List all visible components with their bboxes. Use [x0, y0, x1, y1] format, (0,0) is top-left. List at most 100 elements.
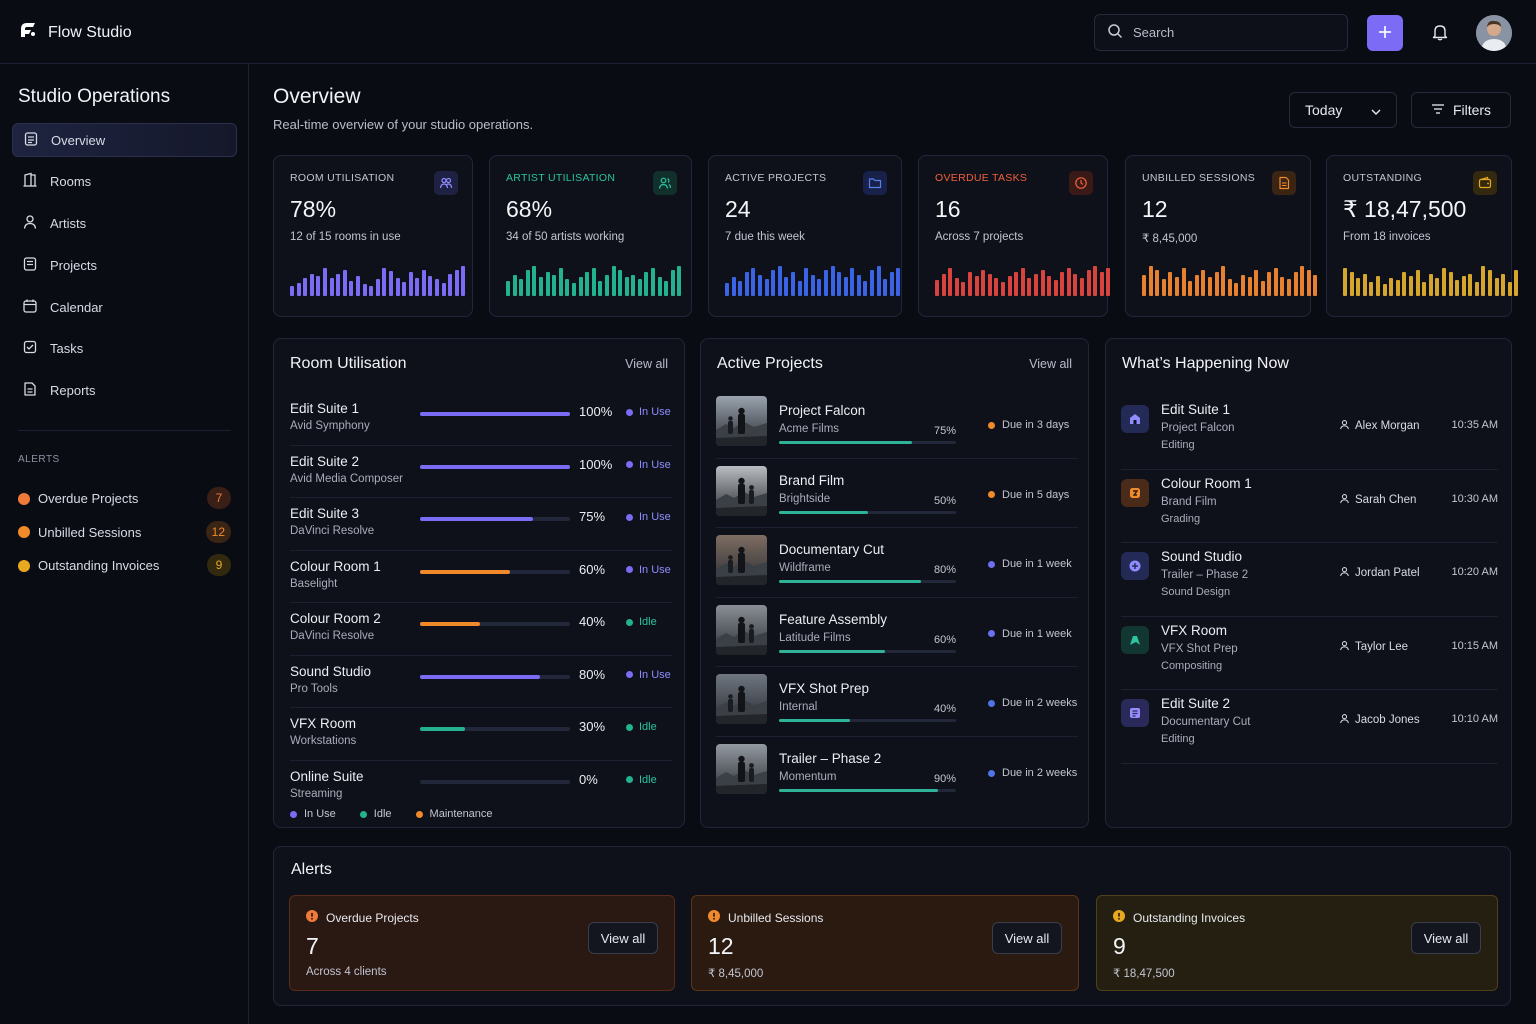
kpi-card-room-utilisation[interactable]: ROOM UTILISATION 78% 12 of 15 rooms in u…	[273, 155, 473, 317]
kpi-label: OVERDUE TASKS	[935, 172, 1028, 184]
person-icon	[1339, 419, 1350, 433]
sparkline-bar	[1267, 272, 1272, 296]
sidebar-item-label: Rooms	[50, 174, 92, 190]
kpi-label: ACTIVE PROJECTS	[725, 172, 827, 184]
activity-row[interactable]: Colour Room 1 Brand Film Grading Sarah C…	[1121, 470, 1498, 544]
project-row[interactable]: Brand Film Brightside 50% Due in 5 days	[716, 459, 1078, 529]
sidebar-item-projects[interactable]: Projects	[12, 248, 237, 282]
room-row[interactable]: Colour Room 1 Baselight 60% In Use	[290, 551, 672, 603]
sparkline-bar	[784, 277, 789, 296]
project-progress-fill	[779, 580, 921, 584]
room-row[interactable]: Edit Suite 2 Avid Media Composer 100% In…	[290, 446, 672, 498]
legend-dot-icon	[359, 810, 367, 818]
activity-person-name: Jordan Patel	[1355, 567, 1420, 580]
sidebar-item-reports[interactable]: Reports	[12, 374, 237, 408]
panel-title: What’s Happening Now	[1122, 355, 1289, 372]
project-row[interactable]: Documentary Cut Wildframe 80% Due in 1 w…	[716, 528, 1078, 598]
activity-person-name: Alex Morgan	[1355, 420, 1420, 432]
search-box[interactable]	[1094, 14, 1348, 51]
kpi-card-outstanding[interactable]: OUTSTANDING ₹ 18,47,500 From 18 invoices	[1326, 155, 1519, 317]
alert-card-subtext: ₹ 8,45,000	[708, 968, 764, 980]
room-status-label: Idle	[639, 616, 657, 628]
project-name: VFX Shot Prep	[779, 681, 870, 697]
user-avatar[interactable]	[1476, 15, 1512, 51]
activity-row[interactable]: Sound Studio Trailer – Phase 2 Sound Des…	[1121, 543, 1498, 617]
sparkline-bar	[1488, 270, 1493, 296]
kpi-subtext: 34 of 50 artists working	[506, 231, 625, 243]
activity-time: 10:10 AM	[1451, 713, 1498, 726]
date-range-select[interactable]: Today	[1289, 92, 1397, 128]
alert-view-all-button[interactable]: View all	[588, 922, 658, 954]
sparkline-bar	[657, 277, 662, 296]
kpi-sparkline	[935, 264, 1111, 296]
sidebar-item-rooms[interactable]: Rooms	[12, 165, 237, 199]
alert-label: Outstanding Invoices	[38, 558, 160, 574]
sparkline-bar	[1047, 276, 1052, 296]
sparkline-bar	[375, 279, 380, 296]
sidebar-alert-overdue-projects[interactable]: Overdue Projects 7	[18, 482, 233, 516]
kpi-card-artist-utilisation[interactable]: ARTIST UTILISATION 68% 34 of 50 artists …	[489, 155, 692, 317]
room-status: In Use	[626, 511, 671, 523]
sparkline-bar	[1369, 282, 1374, 296]
sparkline-bar	[1027, 278, 1032, 296]
sidebar-item-label: Tasks	[50, 341, 84, 357]
activity-row[interactable]: Edit Suite 2 Documentary Cut Editing Jac…	[1121, 690, 1498, 764]
search-icon	[1107, 23, 1123, 42]
project-row[interactable]: Project Falcon Acme Films 75% Due in 3 d…	[716, 389, 1078, 459]
kpi-label: ROOM UTILISATION	[290, 172, 395, 184]
project-row[interactable]: Feature Assembly Latitude Films 60% Due …	[716, 598, 1078, 668]
person-icon	[1339, 713, 1350, 727]
activity-time: 10:30 AM	[1451, 492, 1498, 505]
sparkline-bar	[1188, 281, 1193, 296]
sidebar-item-calendar[interactable]: Calendar	[12, 290, 237, 324]
project-progress-fill	[779, 441, 912, 444]
room-legend: In Use Idle Maintenance	[290, 808, 493, 820]
kpi-card-active-projects[interactable]: ACTIVE PROJECTS 24 7 due this week	[708, 155, 902, 317]
search-input[interactable]	[1133, 25, 1323, 40]
add-button[interactable]	[1367, 15, 1403, 51]
project-percent: 40%	[934, 703, 957, 716]
alert-view-all-button[interactable]: View all	[1411, 922, 1481, 954]
page-subtitle: Real-time overview of your studio operat…	[273, 117, 534, 132]
due-dot-icon	[988, 421, 995, 429]
sidebar-item-artists[interactable]: Artists	[12, 207, 237, 241]
projects-view-all-link[interactable]: View all	[1029, 357, 1072, 371]
notifications-button[interactable]	[1424, 17, 1456, 49]
kpi-sparkline	[506, 264, 682, 296]
sidebar-item-tasks[interactable]: Tasks	[12, 332, 237, 366]
room-row[interactable]: Edit Suite 1 Avid Symphony 100% In Use	[290, 393, 672, 446]
room-row[interactable]: Online Suite Streaming 0% Idle	[290, 761, 672, 814]
sidebar-alert-unbilled-sessions[interactable]: Unbilled Sessions 12	[18, 516, 233, 550]
alert-icon	[1113, 910, 1125, 925]
sparkline-bar	[1174, 277, 1179, 296]
activity-row[interactable]: Edit Suite 1 Project Falcon Editing Alex…	[1121, 396, 1498, 470]
room-row[interactable]: Edit Suite 3 DaVinci Resolve 75% In Use	[290, 498, 672, 551]
activity-row[interactable]: VFX Room VFX Shot Prep Compositing Taylo…	[1121, 617, 1498, 691]
alert-dot-icon	[18, 492, 30, 505]
person-icon	[1339, 566, 1350, 580]
sidebar-alert-outstanding-invoices[interactable]: Outstanding Invoices 9	[18, 549, 233, 583]
room-status-label: Idle	[639, 773, 657, 786]
project-row[interactable]: Trailer – Phase 2 Momentum 90% Due in 2 …	[716, 737, 1078, 807]
sidebar: Studio Operations Overview Rooms Artists…	[0, 64, 249, 1024]
sparkline-bar	[1514, 270, 1519, 296]
project-row[interactable]: VFX Shot Prep Internal 40% Due in 2 week…	[716, 667, 1078, 737]
room-row[interactable]: Sound Studio Pro Tools 80% In Use	[290, 656, 672, 708]
sparkline-bar	[448, 274, 453, 296]
brand[interactable]: Flow Studio	[18, 20, 132, 45]
filters-button[interactable]: Filters	[1411, 92, 1511, 128]
rooms-view-all-link[interactable]: View all	[625, 357, 668, 371]
alert-view-all-button[interactable]: View all	[992, 922, 1062, 954]
kpi-card-unbilled-sessions[interactable]: UNBILLED SESSIONS 12 ₹ 8,45,000	[1125, 155, 1318, 317]
room-software: Baselight	[290, 577, 338, 590]
sidebar-item-overview[interactable]: Overview	[12, 123, 237, 157]
sparkline-bar	[1194, 275, 1199, 296]
room-row[interactable]: Colour Room 2 DaVinci Resolve 40% Idle	[290, 603, 672, 656]
activity-person-name: Taylor Lee	[1355, 640, 1409, 653]
room-row[interactable]: VFX Room Workstations 30% Idle	[290, 708, 672, 761]
sparkline-bar	[1099, 272, 1104, 296]
kpi-card-overdue-tasks[interactable]: OVERDUE TASKS 16 Across 7 projects	[918, 155, 1111, 317]
room-name: Edit Suite 2	[290, 453, 360, 469]
sparkline-bar	[1349, 272, 1354, 296]
status-dot-icon	[626, 408, 633, 416]
